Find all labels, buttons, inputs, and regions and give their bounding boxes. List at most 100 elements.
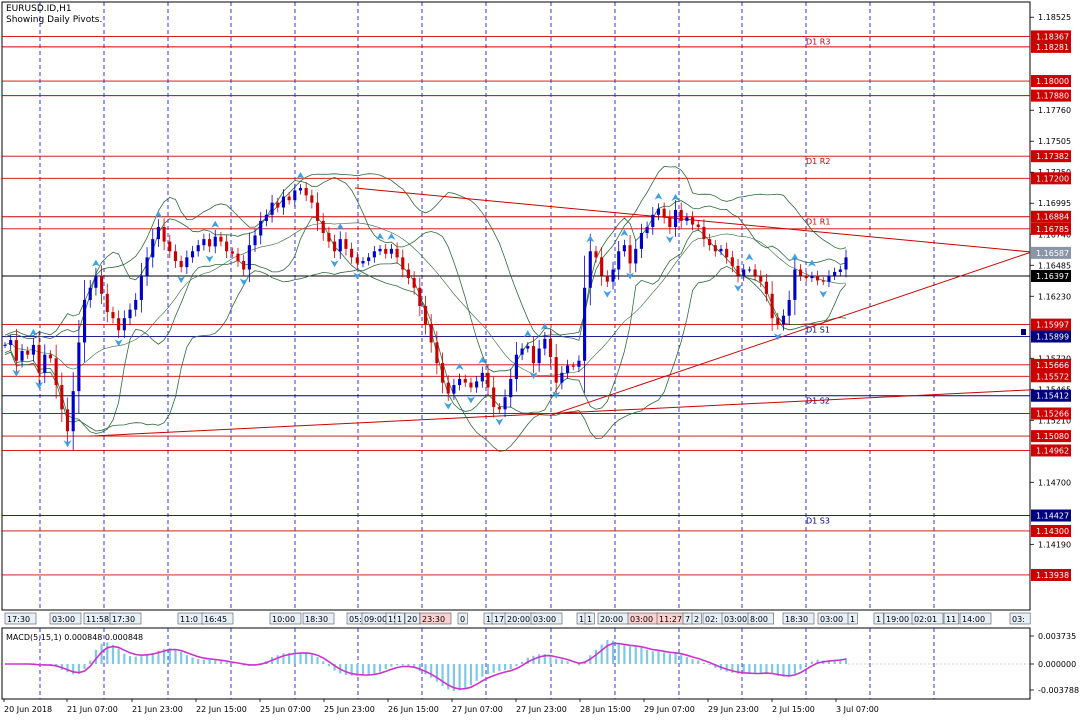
candle-body <box>418 287 422 306</box>
bid-price-box <box>1031 246 1071 259</box>
candle-body <box>509 378 513 398</box>
candle-body <box>634 248 638 264</box>
candle-body <box>833 271 837 276</box>
candle-body <box>122 318 126 331</box>
candle-body <box>577 360 581 367</box>
macd-tick-label: 0.000000 <box>1038 660 1076 669</box>
candle-body <box>588 251 592 288</box>
macd-signal-line <box>5 642 847 690</box>
fractal-down-arrow <box>495 418 504 426</box>
candle-body <box>139 275 143 300</box>
candle-body <box>691 217 695 225</box>
candle-body <box>60 385 64 410</box>
price-tick-label: 1.14190 <box>1038 540 1071 549</box>
pivot-price-box <box>1031 430 1071 443</box>
candle-body <box>583 287 587 361</box>
fractal-down-arrow <box>12 369 21 377</box>
candle-body <box>117 318 121 331</box>
pivot-price-box <box>1031 40 1071 53</box>
candle-body <box>497 406 501 410</box>
candle-body <box>406 269 411 279</box>
trendline-support-short <box>549 252 1031 416</box>
candle-body <box>844 257 848 270</box>
candle-body <box>747 269 751 271</box>
fractal-down-arrow <box>665 235 674 243</box>
macd-tick-label: -0.003788 <box>1038 686 1079 695</box>
candle-body <box>537 348 541 364</box>
candle-body <box>480 372 484 382</box>
fractal-up-arrow <box>745 253 754 261</box>
candle-body <box>242 261 246 270</box>
candle-body <box>787 299 791 316</box>
time-label: 3 Jul 07:00 <box>836 705 879 714</box>
session-box <box>269 612 302 625</box>
session-label: 1 <box>850 615 855 624</box>
candle-body <box>628 245 632 264</box>
session-box <box>959 612 992 625</box>
candle-body <box>65 409 70 432</box>
session-box <box>584 612 595 625</box>
session-label: 8:00 <box>750 615 768 624</box>
price-tick-label: 1.15720 <box>1038 354 1071 363</box>
session-box <box>530 612 563 625</box>
pivot-label: D1 S2 <box>806 397 830 406</box>
fractal-down-arrow <box>63 440 72 448</box>
candle-body <box>543 338 547 349</box>
session-box <box>782 612 815 625</box>
candle-body <box>401 257 405 270</box>
candle-body <box>514 354 518 379</box>
pivot-price-box <box>1031 407 1071 420</box>
session-box <box>691 612 702 625</box>
fractal-down-arrow <box>552 391 561 399</box>
candle-body <box>54 358 58 386</box>
session-label: 14:00 <box>962 615 985 624</box>
candle-body <box>20 350 24 361</box>
session-label: 19:00 <box>886 615 909 624</box>
session-box <box>302 612 335 625</box>
time-label: 25 Jun 07:00 <box>260 705 311 714</box>
candle-body <box>82 299 87 343</box>
pivot-price-label: 1.18367 <box>1036 32 1069 41</box>
candle-body <box>94 275 98 288</box>
candle-body <box>77 342 81 392</box>
pivot-label: D1 R3 <box>806 37 830 46</box>
candle-body <box>611 269 615 282</box>
candle-body <box>378 248 382 252</box>
session-label: 15 <box>579 615 589 624</box>
pivot-price-label: 1.16884 <box>1036 213 1069 222</box>
candle-body <box>321 220 325 234</box>
fractal-up-arrow <box>523 330 532 338</box>
pivot-price-label: 1.15080 <box>1036 432 1069 441</box>
fractal-down-arrow <box>773 333 782 341</box>
session-label: 03:00 <box>630 615 653 624</box>
fractal-down-arrow <box>734 284 743 292</box>
session-box <box>873 612 884 625</box>
candle-body <box>440 363 445 383</box>
candle-body <box>645 226 649 234</box>
candle-body <box>48 354 53 359</box>
candle-body <box>827 275 831 282</box>
session-label: 1 <box>876 615 881 624</box>
candle-body <box>185 257 189 268</box>
pivot-price-box <box>1031 389 1071 402</box>
candle-body <box>355 257 359 264</box>
candle-body <box>389 248 393 254</box>
price-tick-label: 1.16230 <box>1038 292 1071 301</box>
pivot-price-box <box>1031 330 1071 343</box>
candle-body <box>270 202 274 215</box>
candle-body <box>100 275 104 294</box>
pivot-price-box <box>1031 75 1071 88</box>
candle-body <box>213 236 217 247</box>
pivot-price-label: 1.14962 <box>1036 446 1069 455</box>
current-price-label: 1.16397 <box>1036 272 1069 281</box>
session-label: 17:30 <box>112 615 135 624</box>
scroll-marker <box>1021 329 1026 335</box>
pivot-price-box <box>1031 318 1071 331</box>
candle-body <box>429 324 433 343</box>
fractal-down-arrow <box>330 260 339 268</box>
session-label: 11:27 <box>659 615 682 624</box>
session-box <box>943 612 960 625</box>
chart-symbol: EURUSD.ID,H1 <box>6 4 72 14</box>
fractal-up-arrow <box>336 223 345 231</box>
